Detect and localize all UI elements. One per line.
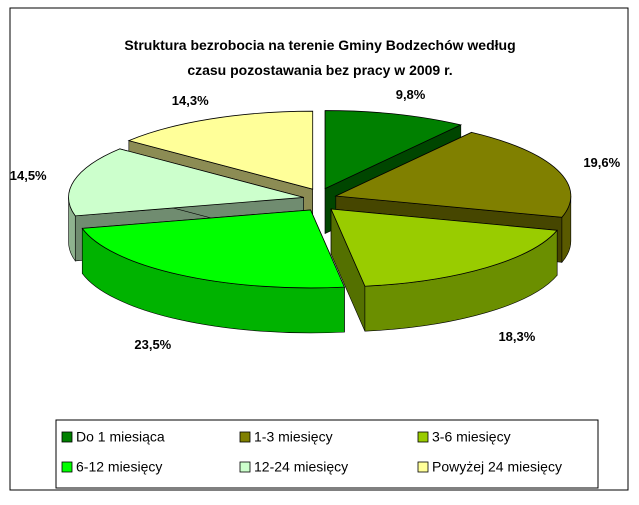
slice [68,148,304,217]
slice [334,131,572,218]
slice [330,208,558,287]
legend-label: 1-3 miesięcy [254,429,333,445]
legend-label: Powyżej 24 miesięcy [432,459,562,475]
legend-label: 6-12 miesięcy [76,459,162,475]
data-label: 23,5% [134,337,171,352]
legend-swatch [417,431,429,443]
chart-title: czasu pozostawania bez pracy w 2009 r. [187,62,452,78]
data-label: 9,8% [396,87,426,102]
legend-swatch [417,461,429,473]
legend-swatch [61,461,73,473]
legend-label: 3-6 miesięcy [432,429,511,445]
data-label: 19,6% [583,155,620,170]
legend-label: Do 1 miesiąca [76,429,165,445]
legend [55,419,599,489]
legend-swatch [61,431,73,443]
data-label: 14,3% [172,93,209,108]
slice [127,110,314,190]
tops [68,110,572,289]
chart-title: Struktura bezrobocia na terenie Gminy Bo… [124,37,515,53]
legend-swatch [239,431,251,443]
slice [324,110,463,190]
data-label: 14,5% [10,168,47,183]
data-label: 18,3% [498,329,535,344]
slice [81,209,346,289]
legend-swatch [239,461,251,473]
legend-label: 12-24 miesięcy [254,459,348,475]
